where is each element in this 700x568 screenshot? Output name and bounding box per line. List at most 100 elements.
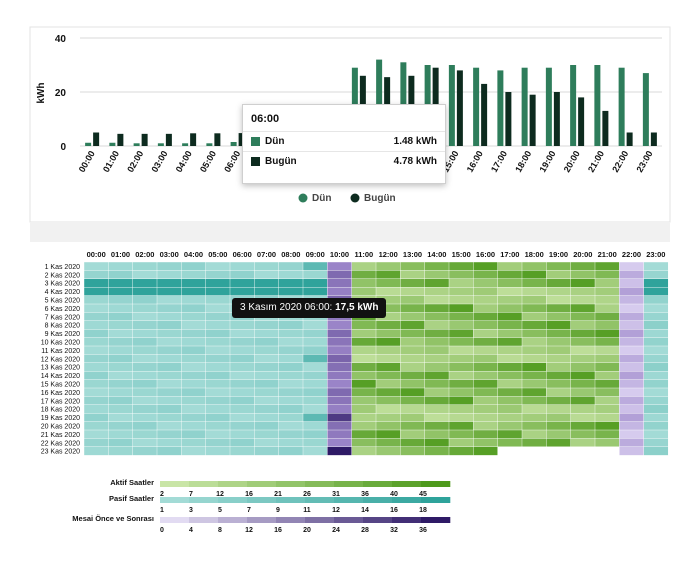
scale-swatch [305, 481, 335, 487]
heatmap-cell [254, 387, 280, 397]
heatmap-cell [594, 429, 620, 439]
heatmap-cell [619, 396, 645, 406]
heatmap-cell [473, 404, 499, 414]
heatmap-cell [497, 287, 523, 297]
heatmap-cell [400, 329, 426, 339]
heatmap-cell [521, 362, 547, 372]
scale-swatch [160, 517, 190, 523]
heatmap-cell [400, 337, 426, 347]
heatmap-cell [205, 303, 231, 313]
heatmap-cell [497, 387, 523, 397]
heatmap-cell [302, 278, 328, 288]
heatmap-cell [327, 438, 353, 448]
heatmap-cell [594, 320, 620, 330]
heatmap-cell [375, 438, 401, 448]
heatmap-cell [132, 303, 158, 313]
heatmap-cell [497, 421, 523, 431]
scale-swatch [189, 517, 219, 523]
heatmap-cell [448, 329, 474, 339]
heatmap-cell [521, 320, 547, 330]
heatmap-cell [497, 329, 523, 339]
scale-tick-label: 1 [160, 507, 164, 514]
heatmap-cell [424, 287, 450, 297]
scale-swatch [363, 497, 393, 503]
scale-label: Aktif Saatler [110, 478, 154, 487]
heatmap-cell [497, 320, 523, 330]
bar-tooltip-label: Dün [265, 136, 285, 147]
heatmap-cell [83, 320, 109, 330]
heatmap-cell [643, 320, 669, 330]
heatmap-cell [83, 429, 109, 439]
heatmap-cell [229, 270, 255, 280]
heatmap-cell [424, 329, 450, 339]
heatmap-cell [156, 278, 182, 288]
heatmap-cell [546, 261, 572, 271]
heatmap-x-label: 08:00 [281, 250, 300, 259]
y-tick-label: 40 [55, 34, 67, 45]
heatmap-cell [302, 446, 328, 456]
heatmap-cell [254, 261, 280, 271]
heatmap-cell [108, 261, 134, 271]
heatmap-cell [108, 387, 134, 397]
heatmap-x-label: 12:00 [379, 250, 398, 259]
heatmap-cell [181, 379, 207, 389]
heatmap-cell [546, 278, 572, 288]
heatmap-cell [205, 337, 231, 347]
heatmap-cell [205, 446, 231, 456]
heatmap-y-label: 19 Kas 2020 [41, 415, 80, 422]
heatmap-cell [254, 329, 280, 339]
heatmap-cell [181, 438, 207, 448]
heatmap-cell [83, 303, 109, 313]
heatmap-cell [327, 371, 353, 381]
heatmap-cell [448, 261, 474, 271]
scale-swatch [247, 517, 277, 523]
heatmap-cell [132, 413, 158, 423]
heatmap-y-label: 18 Kas 2020 [41, 407, 80, 414]
heatmap-tooltip: 3 Kasım 2020 06:00: 17,5 kWh [232, 298, 387, 318]
heatmap-cell [254, 438, 280, 448]
heatmap-cell [643, 362, 669, 372]
heatmap-cell [497, 312, 523, 322]
heatmap-cell [448, 421, 474, 431]
heatmap-cell [497, 345, 523, 355]
heatmap-cell [205, 345, 231, 355]
heatmap-cell [643, 371, 669, 381]
heatmap-cell [546, 421, 572, 431]
heatmap-cell [181, 345, 207, 355]
scale-tick-label: 31 [332, 491, 340, 498]
heatmap-cell [205, 320, 231, 330]
scale-tick-label: 40 [390, 491, 398, 498]
heatmap-cell [546, 362, 572, 372]
heatmap-cell [205, 413, 231, 423]
heatmap-cell [229, 429, 255, 439]
scale-tick-label: 16 [390, 507, 398, 514]
heatmap-cell [424, 371, 450, 381]
scale-swatch [276, 517, 306, 523]
heatmap-cell [108, 404, 134, 414]
scale-tick-label: 3 [189, 507, 193, 514]
heatmap-cell [594, 270, 620, 280]
heatmap-cell [156, 312, 182, 322]
heatmap-cell [448, 345, 474, 355]
heatmap-cell [351, 345, 377, 355]
heatmap-cell [351, 438, 377, 448]
heatmap-cell [229, 329, 255, 339]
heatmap-cell [132, 446, 158, 456]
heatmap-cell [497, 371, 523, 381]
heatmap-cell [327, 387, 353, 397]
heatmap-cell [400, 345, 426, 355]
heatmap-cell [375, 404, 401, 414]
heatmap-cell [351, 413, 377, 423]
heatmap-cell [83, 345, 109, 355]
heatmap-cell [619, 337, 645, 347]
heatmap-cell [448, 337, 474, 347]
heatmap-cell [497, 404, 523, 414]
heatmap-cell [254, 404, 280, 414]
heatmap-cell [278, 404, 304, 414]
heatmap-cell [497, 413, 523, 423]
heatmap-cell [302, 337, 328, 347]
heatmap-cell [302, 413, 328, 423]
scale-label: Mesai Önce ve Sonrası [72, 514, 154, 523]
heatmap-x-label: 02:00 [135, 250, 154, 259]
bar-yesterday [473, 67, 480, 146]
